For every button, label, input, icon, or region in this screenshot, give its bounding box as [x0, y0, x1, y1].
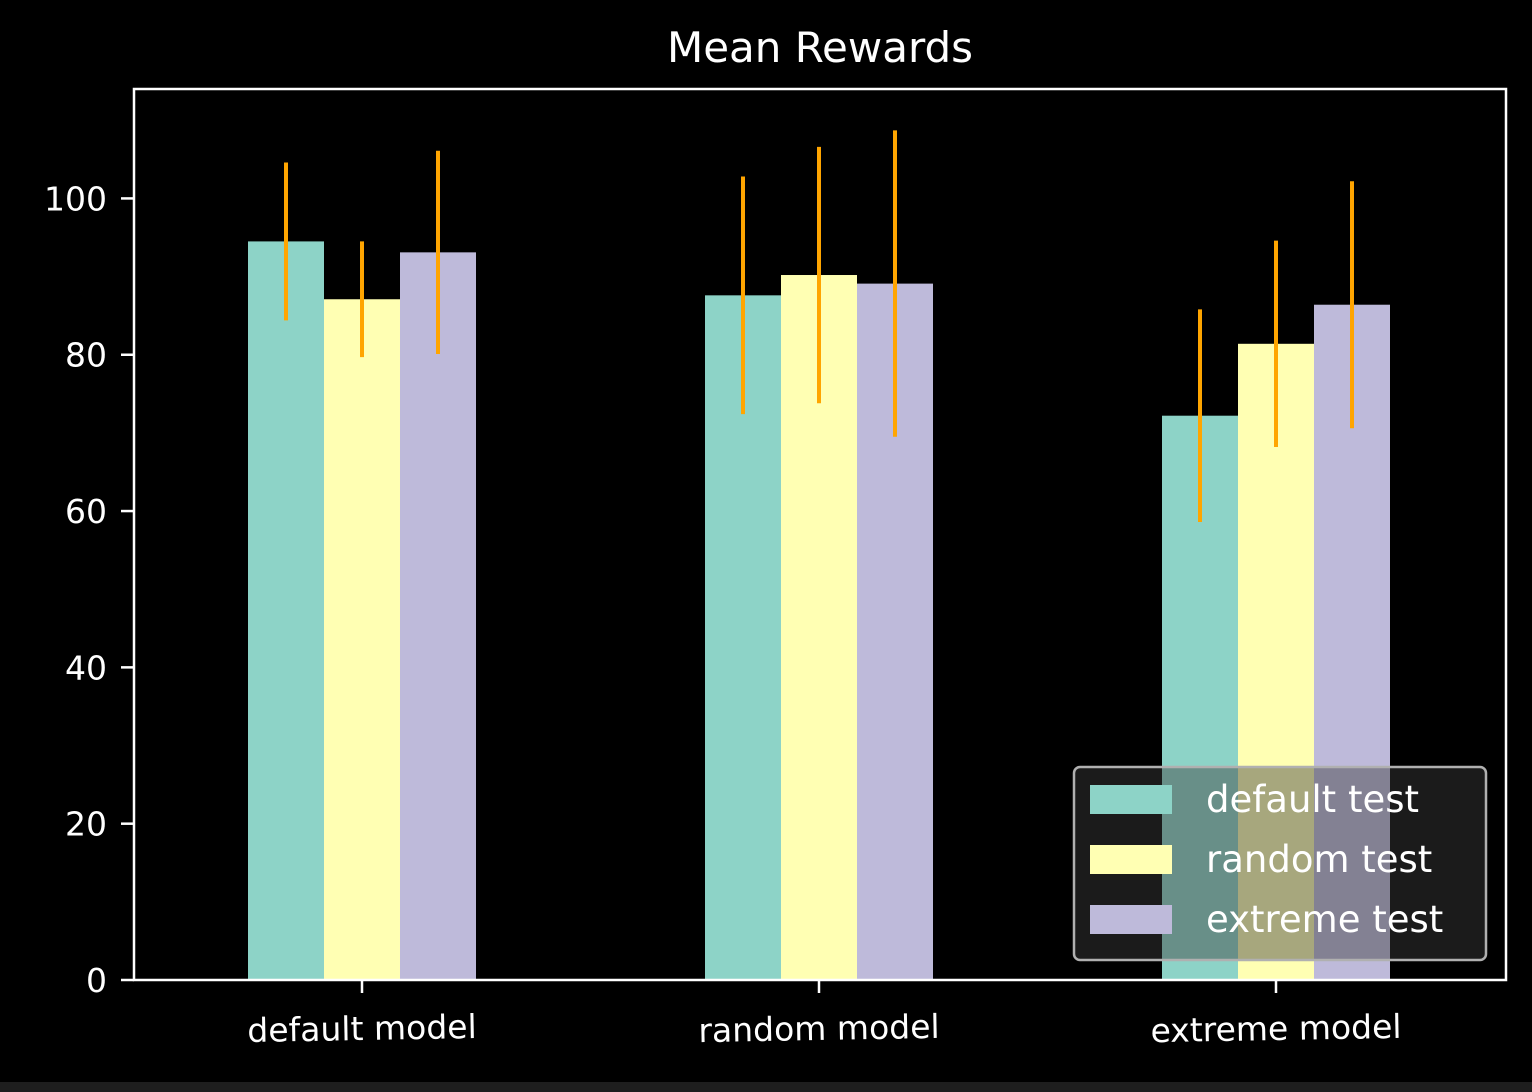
y-tick-label: 80 [65, 336, 107, 375]
legend: default test random test extreme test [1072, 765, 1488, 962]
bar-default-model-random-test [324, 299, 400, 980]
x-tick-label-extreme-model: extreme model [1150, 1007, 1402, 1050]
legend-label-random-test: random test [1206, 838, 1432, 881]
chart-title: Mean Rewards [667, 23, 973, 72]
x-tick-label-random-model: random model [698, 1007, 940, 1050]
bar-extreme-model-random-test [1238, 343, 1314, 980]
y-tick-label: 20 [65, 805, 107, 844]
x-tick-label-default-model: default model [247, 1007, 477, 1050]
x-axis: default model random model extreme model [247, 980, 1402, 1050]
legend-box [1072, 765, 1488, 962]
y-tick-label: 100 [44, 179, 107, 218]
error-bars-layer [284, 130, 1354, 522]
legend-label-extreme-test: extreme test [1206, 898, 1443, 941]
bars-layer [248, 241, 1390, 981]
legend-label-default-test: default test [1206, 778, 1419, 821]
legend-swatch-default-test [1090, 785, 1172, 814]
y-tick-label: 0 [86, 961, 107, 1000]
y-tick-label: 60 [65, 492, 107, 531]
y-tick-label: 40 [65, 648, 107, 687]
legend-swatch-extreme-test [1090, 905, 1172, 934]
bar-default-model-default-test [248, 241, 324, 980]
bar-default-model-extreme-test [400, 252, 476, 981]
y-axis: 0 20 40 60 80 100 [44, 179, 134, 1000]
bottom-strip [0, 1082, 1532, 1092]
legend-swatch-random-test [1090, 845, 1172, 874]
